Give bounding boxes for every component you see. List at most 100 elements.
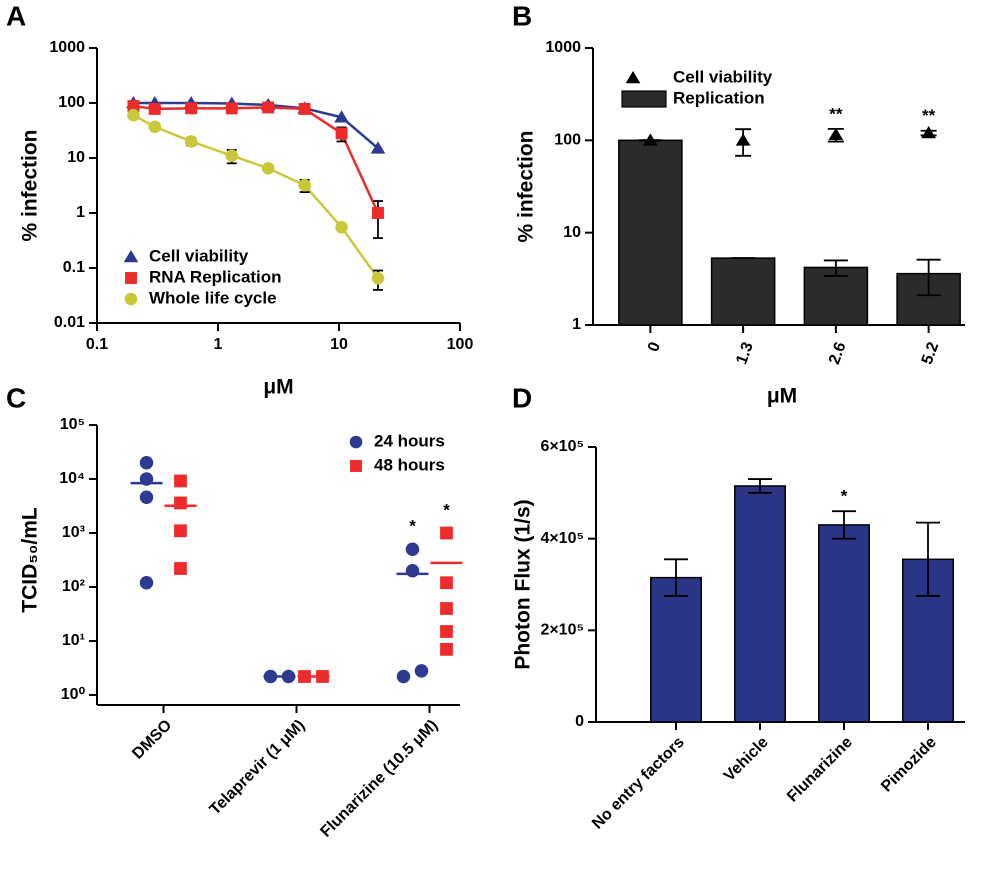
- bar: [710, 257, 776, 326]
- marker: [298, 102, 311, 115]
- marker: [139, 455, 154, 470]
- x-tick-label: 10: [330, 336, 348, 353]
- y-tick-label: 10⁰: [61, 686, 86, 703]
- marker: [174, 496, 187, 510]
- series-line: [133, 104, 380, 214]
- y-tick-label: 1000: [545, 39, 581, 56]
- legend-label: Cell viability: [149, 246, 249, 265]
- marker: [174, 562, 187, 575]
- panel-label: C: [6, 382, 26, 413]
- y-tick-label: 2×10⁵: [540, 622, 584, 639]
- y-tick-label: 1: [76, 204, 85, 221]
- legend-label: 48 hours: [374, 455, 445, 474]
- series-line: [132, 114, 380, 280]
- marker: [298, 178, 311, 192]
- marker: [371, 271, 385, 285]
- marker: [139, 575, 154, 590]
- marker: [625, 71, 641, 84]
- y-tick-label: 10²: [62, 578, 85, 595]
- marker: [185, 102, 198, 115]
- marker: [261, 161, 275, 175]
- annotation: *: [841, 487, 848, 506]
- panel-label: A: [6, 0, 26, 31]
- y-tick-label: 10¹: [62, 632, 85, 649]
- annotation: **: [922, 106, 936, 125]
- marker: [174, 524, 187, 538]
- x-tick-label: DMSO: [129, 717, 175, 763]
- bar: [803, 266, 869, 326]
- marker: [440, 625, 453, 638]
- marker: [440, 642, 453, 656]
- bar: [618, 139, 683, 326]
- legend-label: Whole life cycle: [149, 288, 277, 307]
- marker: [174, 474, 187, 488]
- marker: [127, 100, 140, 113]
- marker: [370, 141, 386, 154]
- marker: [349, 435, 363, 449]
- bar: [650, 576, 702, 723]
- marker: [123, 250, 139, 263]
- x-tick-label: Telaprevir (1 μM): [207, 717, 309, 819]
- marker: [262, 101, 275, 114]
- marker: [414, 664, 429, 678]
- bar: [896, 272, 961, 326]
- annotation: **: [829, 104, 843, 123]
- bar: [818, 524, 870, 723]
- panel-label: D: [512, 382, 532, 413]
- marker: [139, 490, 154, 504]
- marker: [184, 135, 198, 148]
- x-tick-label: Pimozide: [878, 734, 940, 796]
- y-axis-label: % infection: [515, 130, 538, 242]
- x-tick-label: 1: [214, 336, 223, 353]
- x-tick-label: 100: [447, 336, 474, 353]
- y-tick-label: 10: [67, 149, 85, 166]
- marker: [396, 669, 411, 684]
- marker: [334, 110, 349, 123]
- marker: [148, 102, 161, 115]
- y-tick-label: 10⁴: [59, 470, 85, 487]
- x-tick-label: 2.6: [826, 340, 850, 367]
- y-axis-label: Photon Flux (1/s): [512, 499, 535, 669]
- y-tick-label: 10⁵: [60, 416, 85, 433]
- x-tick-label: No entry factors: [589, 734, 688, 833]
- marker: [225, 149, 239, 163]
- series-line: [133, 101, 379, 150]
- y-axis-label: % infection: [19, 129, 42, 241]
- x-tick-label: Flunarizine: [784, 734, 856, 806]
- legend-label: RNA Replication: [149, 267, 282, 286]
- y-tick-label: 100: [58, 94, 85, 111]
- marker: [735, 133, 751, 146]
- legend-swatch: [621, 90, 667, 108]
- x-tick-label: 1.3: [733, 340, 757, 367]
- marker: [148, 120, 162, 134]
- marker: [124, 292, 138, 306]
- y-tick-label: 1000: [49, 39, 85, 56]
- x-axis-label: μM: [767, 385, 797, 408]
- marker: [440, 576, 453, 590]
- y-tick-label: 6×10⁵: [540, 438, 584, 455]
- x-tick-label: Vehicle: [721, 734, 772, 785]
- x-tick-label: 0.1: [86, 336, 108, 353]
- marker: [405, 563, 420, 578]
- y-tick-label: 0: [575, 713, 584, 730]
- marker: [828, 127, 844, 140]
- y-axis-label: TCID₅₀/mL: [19, 507, 42, 613]
- x-tick-label: Flunarizine (10.5 μM): [317, 717, 441, 841]
- bar: [734, 485, 786, 723]
- y-tick-label: 100: [554, 132, 581, 149]
- y-tick-label: 10: [563, 224, 581, 241]
- marker: [350, 460, 362, 472]
- annotation: *: [409, 517, 416, 536]
- x-tick-label: 5.2: [919, 340, 943, 367]
- marker: [440, 526, 453, 540]
- marker: [225, 102, 238, 115]
- y-tick-label: 4×10⁵: [540, 530, 584, 547]
- y-tick-label: 1: [572, 316, 581, 333]
- marker: [643, 133, 658, 146]
- x-tick-label: 0: [645, 340, 664, 354]
- panel-label: B: [512, 0, 532, 31]
- marker: [335, 220, 348, 234]
- legend-label: Cell viability: [673, 67, 773, 86]
- marker: [372, 207, 384, 219]
